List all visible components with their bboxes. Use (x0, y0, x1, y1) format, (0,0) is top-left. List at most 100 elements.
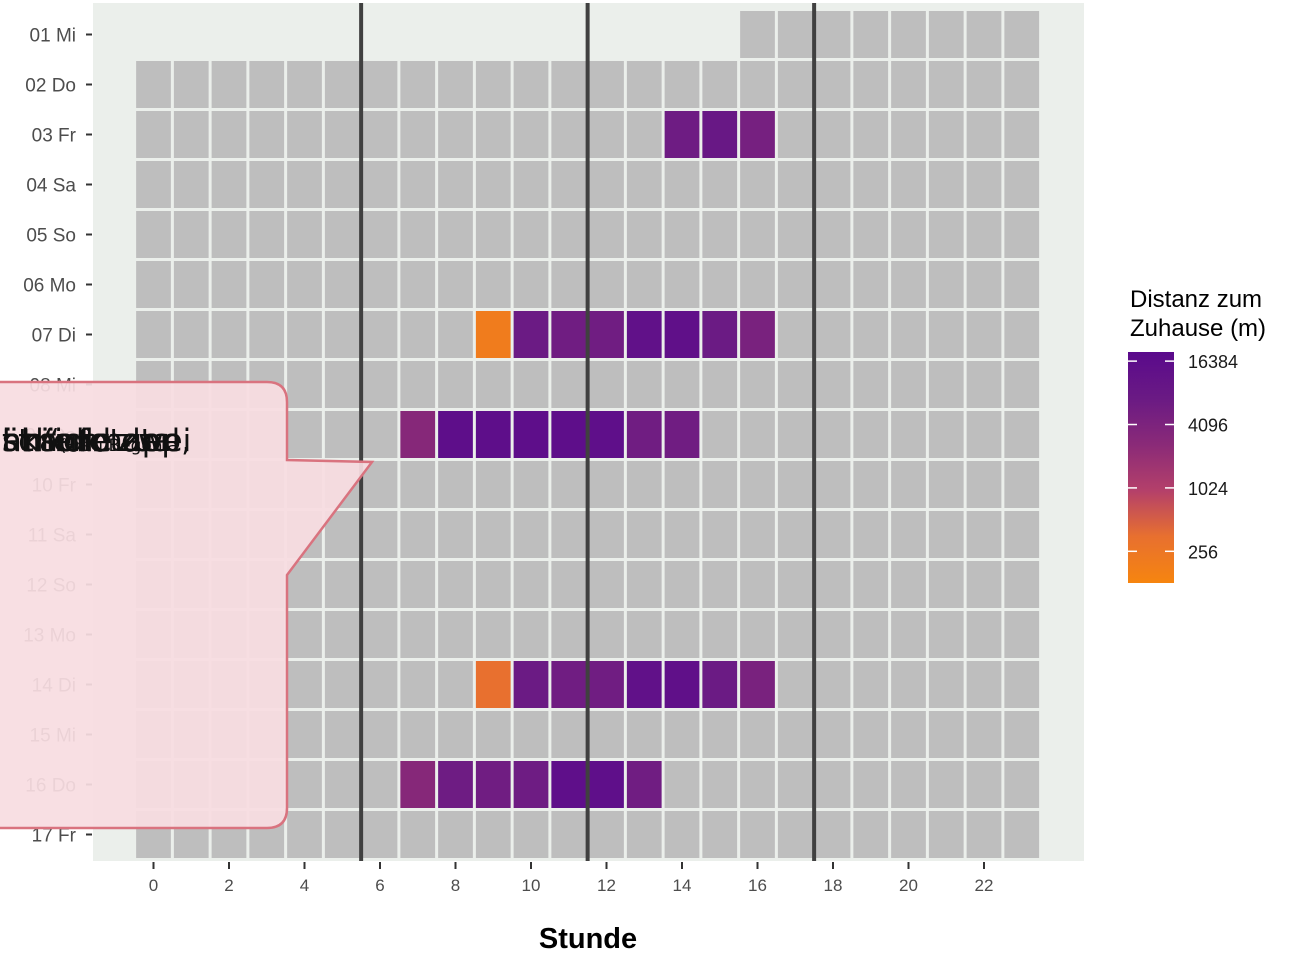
heat-cell (362, 561, 398, 608)
heat-cell (211, 111, 247, 158)
x-tick-label: 2 (224, 876, 233, 895)
heat-cell (815, 711, 851, 758)
heat-cell (740, 61, 775, 108)
heat-cell (589, 611, 624, 658)
heat-cell (853, 811, 889, 858)
heat-cell-colored (626, 311, 662, 358)
heat-cell (853, 761, 889, 808)
heat-cell (400, 111, 436, 158)
heat-cell (891, 761, 926, 808)
heat-cell (513, 61, 549, 108)
heat-cell (287, 761, 322, 808)
heat-cell (362, 761, 398, 808)
heat-cell (664, 711, 700, 758)
heat-cell (702, 811, 738, 858)
heat-cell (551, 261, 587, 308)
heat-cell (702, 411, 738, 458)
heat-cell (702, 461, 738, 508)
heat-cell (740, 11, 775, 58)
heat-cell-colored (702, 111, 738, 158)
heat-cell-colored (475, 411, 511, 458)
heat-cell (853, 211, 889, 258)
legend-break-label: 16384 (1188, 352, 1238, 372)
heat-cell (362, 211, 398, 258)
heat-cell (815, 411, 851, 458)
heat-cell (777, 811, 813, 858)
heat-cell (324, 661, 360, 708)
heat-cell (664, 811, 700, 858)
heat-cell (1004, 11, 1040, 58)
heat-cell (777, 561, 813, 608)
heat-cell (173, 61, 209, 108)
heat-cell (136, 261, 171, 308)
heat-cell (702, 511, 738, 558)
heat-cell (664, 261, 700, 308)
heat-cell (626, 711, 662, 758)
heat-cell (664, 611, 700, 658)
heat-cell (777, 611, 813, 658)
heat-cell (400, 661, 436, 708)
heat-cell (626, 111, 662, 158)
heat-cell (513, 511, 549, 558)
heat-cell-colored (551, 761, 587, 808)
heat-cell (853, 11, 889, 58)
x-tick-label: 10 (522, 876, 541, 895)
heat-cell (740, 161, 775, 208)
heat-cell (362, 161, 398, 208)
x-tick-label: 12 (597, 876, 616, 895)
heat-cell (815, 61, 851, 108)
heat-cell (777, 311, 813, 358)
heat-cell (589, 461, 624, 508)
heat-cell (475, 461, 511, 508)
heat-cell (513, 561, 549, 608)
heat-cell (891, 611, 926, 658)
heat-cell (815, 311, 851, 358)
heat-cell (324, 211, 360, 258)
heat-cell (815, 561, 851, 608)
heat-cell (438, 461, 473, 508)
heat-cell (400, 561, 436, 608)
heat-cell (777, 111, 813, 158)
heat-cell (815, 11, 851, 58)
heat-cell (362, 411, 398, 458)
heat-cell (626, 461, 662, 508)
heat-cell (966, 761, 1002, 808)
heat-cell (626, 161, 662, 208)
heat-cell (551, 111, 587, 158)
heat-cell (853, 461, 889, 508)
legend-break-label: 4096 (1188, 416, 1228, 436)
x-tick-label: 0 (149, 876, 158, 895)
heat-cell (891, 11, 926, 58)
heat-cell (891, 561, 926, 608)
heat-cell (740, 361, 775, 408)
heat-cell (815, 511, 851, 558)
heat-cell (249, 311, 285, 358)
heat-cell (551, 711, 587, 758)
heat-cell (853, 561, 889, 608)
y-tick-label: 01 Mi (30, 26, 76, 47)
heat-cell (664, 61, 700, 108)
heat-cell (400, 811, 436, 858)
heat-cell (173, 111, 209, 158)
heat-cell (475, 261, 511, 308)
heat-cell (777, 661, 813, 708)
heat-cell (626, 261, 662, 308)
heat-cell (287, 811, 322, 858)
heat-cell (891, 661, 926, 708)
y-tick-label: 04 Sa (26, 176, 76, 197)
heat-cell (589, 511, 624, 558)
heat-cell (513, 361, 549, 408)
heat-cell (324, 361, 360, 408)
y-tick-label: 06 Mo (23, 276, 76, 297)
heat-cell-colored (702, 311, 738, 358)
heat-cell (928, 711, 964, 758)
heat-cell (966, 361, 1002, 408)
heat-cell (966, 411, 1002, 458)
heat-cell-colored (664, 661, 700, 708)
heat-cell (928, 261, 964, 308)
heat-cell (928, 661, 964, 708)
heat-cell (136, 61, 171, 108)
heat-cell (740, 411, 775, 458)
heat-cell (928, 111, 964, 158)
